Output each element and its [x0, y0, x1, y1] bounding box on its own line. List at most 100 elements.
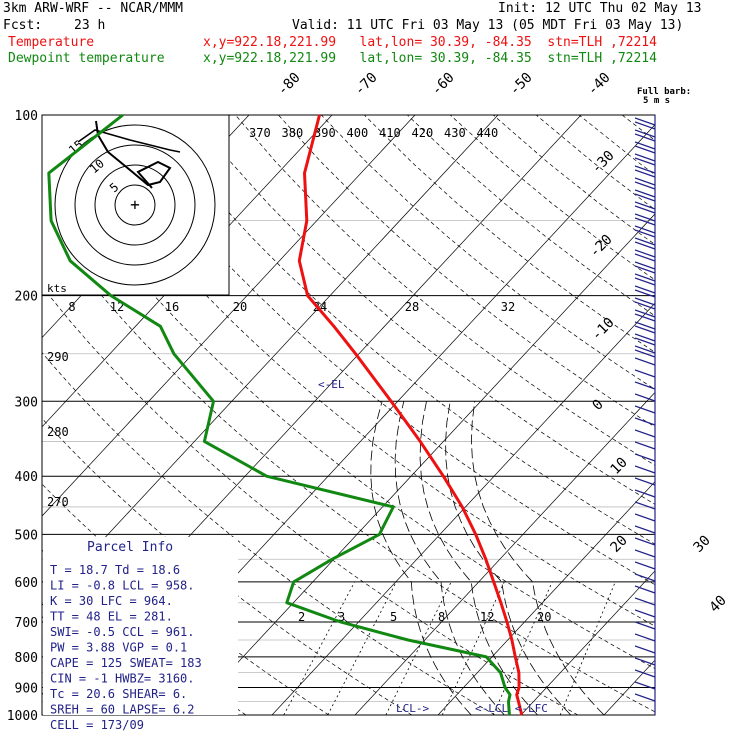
- wind-barb-flag: [634, 417, 656, 426]
- wind-barb-flag: [634, 237, 656, 246]
- isotherm-line: [603, 659, 655, 715]
- wind-barb: [634, 261, 656, 274]
- wind-barb-flag: [634, 633, 656, 642]
- el-marker: <-EL: [318, 378, 345, 391]
- model-title: 3km ARW-WRF -- NCAR/MMM: [3, 1, 184, 16]
- wind-barb: [634, 273, 656, 286]
- wind-barb: [634, 537, 656, 546]
- wind-barb-flag: [634, 549, 656, 558]
- theta-label: 370: [249, 126, 271, 140]
- isotherm-line: [271, 302, 655, 715]
- wind-barb-flag: [634, 441, 656, 450]
- wind-barb: [634, 297, 656, 310]
- wind-barb: [634, 681, 656, 690]
- wind-barb: [634, 513, 656, 522]
- wind-barb-flag: [634, 429, 656, 438]
- dry-adiabat: [42, 218, 655, 713]
- wind-barb: [634, 597, 656, 606]
- dewpoint-profile: [47, 113, 512, 716]
- valid-time: Valid: 11 UTC Fri 03 May 13 (05 MDT Fri …: [292, 18, 684, 33]
- wind-barb: [634, 237, 656, 250]
- wind-barb: [634, 501, 656, 510]
- isotherm-line: [687, 115, 740, 715]
- wind-barb-flag: [634, 289, 656, 298]
- wind-barb: [634, 129, 656, 142]
- wind-barb: [634, 225, 656, 238]
- theta-label: 380: [282, 126, 304, 140]
- lcl-marker: LCL->: [396, 702, 429, 715]
- pressure-label: 900: [15, 682, 38, 697]
- wind-barb-flag: [634, 121, 656, 130]
- mixing-ratio-label: 20: [537, 610, 551, 624]
- wind-barb: [634, 561, 656, 570]
- moist-adiabat: [470, 401, 605, 715]
- wind-barb-flag: [634, 321, 656, 330]
- parcel-info-row: CIN = -1 HWBZ= 3160.: [50, 672, 195, 686]
- lcl-lfc-marker: <-LCL <-LFC: [475, 702, 548, 715]
- theta-label: 440: [477, 126, 499, 140]
- theta-e-label: 290: [47, 350, 69, 364]
- wind-barb-flag: [634, 489, 656, 498]
- hodograph-speed-label: 20: [233, 300, 247, 314]
- moist-adiabat: [445, 401, 572, 715]
- wind-barb-flag: [634, 157, 656, 166]
- temperature-profile: [297, 114, 524, 716]
- wind-barb-flag: [634, 153, 656, 162]
- wind-barb-flag: [634, 241, 656, 250]
- wind-barb: [634, 453, 656, 462]
- wind-barb-flag: [634, 693, 656, 702]
- wind-barb: [634, 333, 656, 346]
- dry-adiabat: [63, 115, 655, 627]
- dry-adiabat: [278, 115, 655, 428]
- wind-barb: [634, 477, 656, 486]
- wind-barb: [634, 633, 656, 642]
- wind-barb: [634, 405, 656, 414]
- mixing-ratio-line: [283, 581, 356, 715]
- wind-barb: [634, 657, 656, 666]
- dry-adiabat: [235, 115, 655, 466]
- wind-barb-flag: [634, 669, 656, 678]
- wind-barb: [634, 165, 656, 178]
- hodograph-units-label: kts: [47, 282, 67, 295]
- wind-barb-flag: [634, 249, 656, 258]
- parcel-info-row: SWI= -0.5 CCL = 961.: [50, 625, 195, 639]
- hodograph-speed-label: 12: [110, 300, 124, 314]
- parcel-info-row: TT = 48 EL = 281.: [50, 610, 173, 624]
- pressure-label: 500: [15, 528, 38, 543]
- wind-barb: [634, 177, 656, 190]
- wind-barb: [634, 609, 656, 618]
- isotherm-label: -60: [429, 70, 458, 99]
- wind-barb-flag: [634, 561, 656, 570]
- wind-barb-flag: [634, 453, 656, 462]
- wind-barb-flag: [634, 501, 656, 510]
- dry-adiabat: [149, 115, 655, 545]
- isotherm-label: 20: [608, 533, 631, 556]
- wind-barb-flag: [634, 393, 656, 402]
- parcel-info-row: Tc = 20.6 SHEAR= 6.: [50, 687, 187, 701]
- parcel-info-box: [43, 537, 238, 715]
- dry-adiabat: [106, 115, 655, 586]
- mixing-ratio-label: 5: [390, 610, 397, 624]
- mixing-ratio-line: [559, 581, 616, 715]
- dry-adiabat: [621, 115, 655, 141]
- pressure-label: 100: [15, 109, 38, 124]
- wind-barb: [634, 201, 656, 214]
- hodograph-ring: [74, 144, 196, 266]
- wind-barb-flag: [634, 645, 656, 654]
- wind-barb: [634, 393, 656, 402]
- pressure-label: 200: [15, 290, 38, 305]
- wind-barb: [634, 585, 656, 594]
- wind-barb-flag: [634, 273, 656, 282]
- wind-barb: [634, 621, 656, 630]
- barb-legend-title: Full barb:: [637, 87, 691, 97]
- wind-barb: [634, 141, 656, 154]
- wind-barb: [634, 369, 656, 378]
- wind-barb-flag: [634, 285, 656, 294]
- wind-barb-flag: [634, 165, 656, 174]
- dry-adiabat: [364, 115, 655, 353]
- hodograph-center-mark: +: [130, 195, 140, 214]
- wind-barb-flag: [634, 325, 656, 334]
- wind-barb: [634, 309, 656, 322]
- parcel-info-row: K = 30 LFC = 964.: [50, 594, 173, 608]
